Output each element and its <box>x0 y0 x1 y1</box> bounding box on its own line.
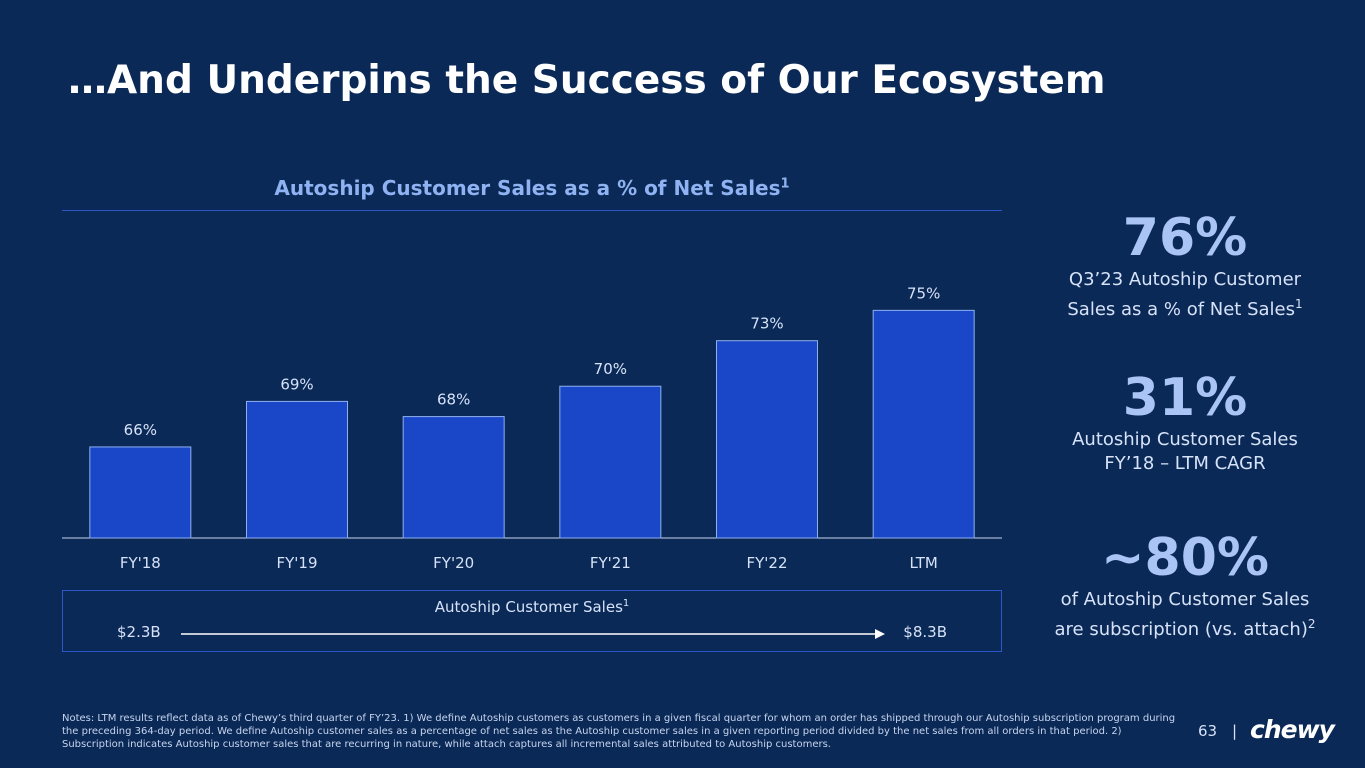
autoship-sales-end: $8.3B <box>903 623 947 641</box>
stat-value: 31% <box>1122 368 1248 428</box>
stat-description: Q3’23 Autoship Customer Sales as a % of … <box>1030 268 1340 322</box>
stat-line: are subscription (vs. attach) <box>1054 619 1308 640</box>
page-title: …And Underpins the Success of Our Ecosys… <box>68 58 1106 103</box>
chart-title-rule <box>62 210 1002 211</box>
autoship-sales-box: Autoship Customer Sales1 $2.3B $8.3B <box>62 590 1002 652</box>
data-label: 75% <box>907 284 940 302</box>
stat-q3-share: 76% Q3’23 Autoship Customer Sales as a %… <box>1030 212 1340 322</box>
autoship-sales-start: $2.3B <box>117 623 161 641</box>
stat-footnote: 1 <box>1295 297 1303 311</box>
data-label: 68% <box>437 391 470 409</box>
stat-line-wrap: are subscription (vs. attach)2 <box>1030 612 1340 642</box>
data-label: 73% <box>750 315 783 333</box>
autoship-sales-label-text: Autoship Customer Sales <box>434 598 623 616</box>
x-tick-label: LTM <box>909 554 937 572</box>
stat-value: 76% <box>1122 208 1248 268</box>
data-label: 69% <box>280 375 313 393</box>
stat-value: ~80% <box>1100 528 1270 588</box>
chart-title-footnote: 1 <box>780 176 790 192</box>
chewy-logo: chewy <box>1250 715 1335 744</box>
footer-separator: | <box>1232 722 1238 740</box>
stat-cagr: 31% Autoship Customer Sales FY’18 – LTM … <box>1030 372 1340 476</box>
stat-line-wrap: Sales as a % of Net Sales1 <box>1030 292 1340 322</box>
autoship-sales-footnote: 1 <box>622 598 630 609</box>
page-number: 63 <box>1198 722 1218 740</box>
bar-ltm <box>872 309 975 539</box>
stat-subscription-share: ~80% of Autoship Customer Sales are subs… <box>1030 532 1340 642</box>
data-label: 66% <box>124 421 157 439</box>
stat-line: Sales as a % of Net Sales <box>1067 299 1295 320</box>
bar-fy18 <box>89 446 192 539</box>
bar-fy22 <box>716 340 818 539</box>
growth-arrow-icon <box>181 629 885 639</box>
stat-line: Autoship Customer Sales <box>1072 429 1298 450</box>
stat-description: of Autoship Customer Sales are subscript… <box>1030 588 1340 642</box>
bar-fy19 <box>246 400 348 539</box>
stat-line: FY’18 – LTM CAGR <box>1104 453 1266 474</box>
x-tick-label: FY'19 <box>276 554 317 572</box>
stat-line: Q3’23 Autoship Customer <box>1068 269 1302 290</box>
x-tick-label: FY'21 <box>590 554 631 572</box>
x-tick-label: FY'22 <box>746 554 787 572</box>
stat-footnote: 2 <box>1307 617 1316 631</box>
bar-fy20 <box>402 416 505 539</box>
bar-fy21 <box>559 385 662 539</box>
footnotes: Notes: LTM results reflect data as of Ch… <box>62 713 1176 750</box>
chart-title-text: Autoship Customer Sales as a % of Net Sa… <box>274 176 781 200</box>
data-label: 70% <box>594 360 627 378</box>
chart-title: Autoship Customer Sales as a % of Net Sa… <box>62 176 1002 200</box>
autoship-sales-label: Autoship Customer Sales1 <box>63 598 1001 616</box>
stat-description: Autoship Customer Sales FY’18 – LTM CAGR <box>1030 428 1340 476</box>
stat-line: of Autoship Customer Sales <box>1060 589 1310 610</box>
x-tick-label: FY'18 <box>120 554 161 572</box>
x-tick-label: FY'20 <box>433 554 474 572</box>
